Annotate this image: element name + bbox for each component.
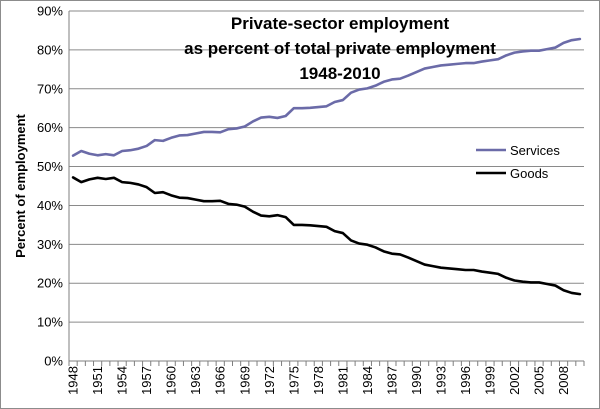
x-tick-labels: 1948 1951 1954 1957 1960 1963 1966 1969 1972 1975… bbox=[66, 366, 571, 395]
x-tick-label: 2008 bbox=[556, 366, 571, 395]
x-tick-label: 1951 bbox=[90, 366, 105, 395]
y-tick-label: 90% bbox=[37, 4, 63, 19]
x-tick-label: 1972 bbox=[262, 366, 277, 395]
x-tick-label: 1966 bbox=[213, 366, 228, 395]
x-tick-label: 1990 bbox=[409, 366, 424, 395]
x-tick-label: 1969 bbox=[237, 366, 252, 395]
y-gridlines bbox=[69, 10, 584, 323]
x-tick-label: 1948 bbox=[66, 366, 81, 395]
x-tick-label: 1999 bbox=[482, 366, 497, 395]
y-tick-label: 30% bbox=[37, 237, 63, 252]
x-tick-label: 1975 bbox=[286, 366, 301, 395]
series-lines bbox=[71, 37, 582, 296]
y-tick-label: 60% bbox=[37, 120, 63, 135]
y-tick-label: 0% bbox=[44, 354, 63, 369]
y-tick-label: 50% bbox=[37, 159, 63, 174]
x-tick-label: 1960 bbox=[164, 366, 179, 395]
x-tick-label: 1963 bbox=[188, 366, 203, 395]
series-line-services bbox=[71, 37, 582, 157]
x-tick-label: 1957 bbox=[139, 366, 154, 395]
x-tick-label: 1981 bbox=[335, 366, 350, 395]
y-tick-labels: 0% 10% 20% 30% 40% 50% 60% 70% 80% 90% bbox=[37, 4, 63, 369]
series-line-goods bbox=[71, 176, 582, 296]
legend-goods-label: Goods bbox=[510, 166, 549, 181]
x-tick-label: 1987 bbox=[384, 366, 399, 395]
y-tick-label: 80% bbox=[37, 42, 63, 57]
x-tick-label: 1978 bbox=[311, 366, 326, 395]
x-tick-label: 1954 bbox=[115, 366, 130, 395]
y-tick-label: 70% bbox=[37, 81, 63, 96]
chart-title-line-2: as percent of total private employment bbox=[184, 39, 496, 58]
x-tick-label: 1996 bbox=[458, 366, 473, 395]
legend-services-label: Services bbox=[510, 143, 560, 158]
y-tick-label: 40% bbox=[37, 198, 63, 213]
x-tick-label: 2002 bbox=[507, 366, 522, 395]
x-tick-label: 1993 bbox=[433, 366, 448, 395]
y-tick-label: 10% bbox=[37, 315, 63, 330]
x-tick-label: 2005 bbox=[532, 366, 547, 395]
y-axis-title: Percent of employment bbox=[13, 113, 28, 257]
chart-title-line-1: Private-sector employment bbox=[231, 14, 450, 33]
axes bbox=[68, 11, 585, 366]
y-tick-label: 20% bbox=[37, 276, 63, 291]
x-tick-label: 1984 bbox=[360, 366, 375, 395]
legend: Services Goods bbox=[476, 143, 560, 181]
chart-title-line-3: 1948-2010 bbox=[299, 64, 380, 83]
